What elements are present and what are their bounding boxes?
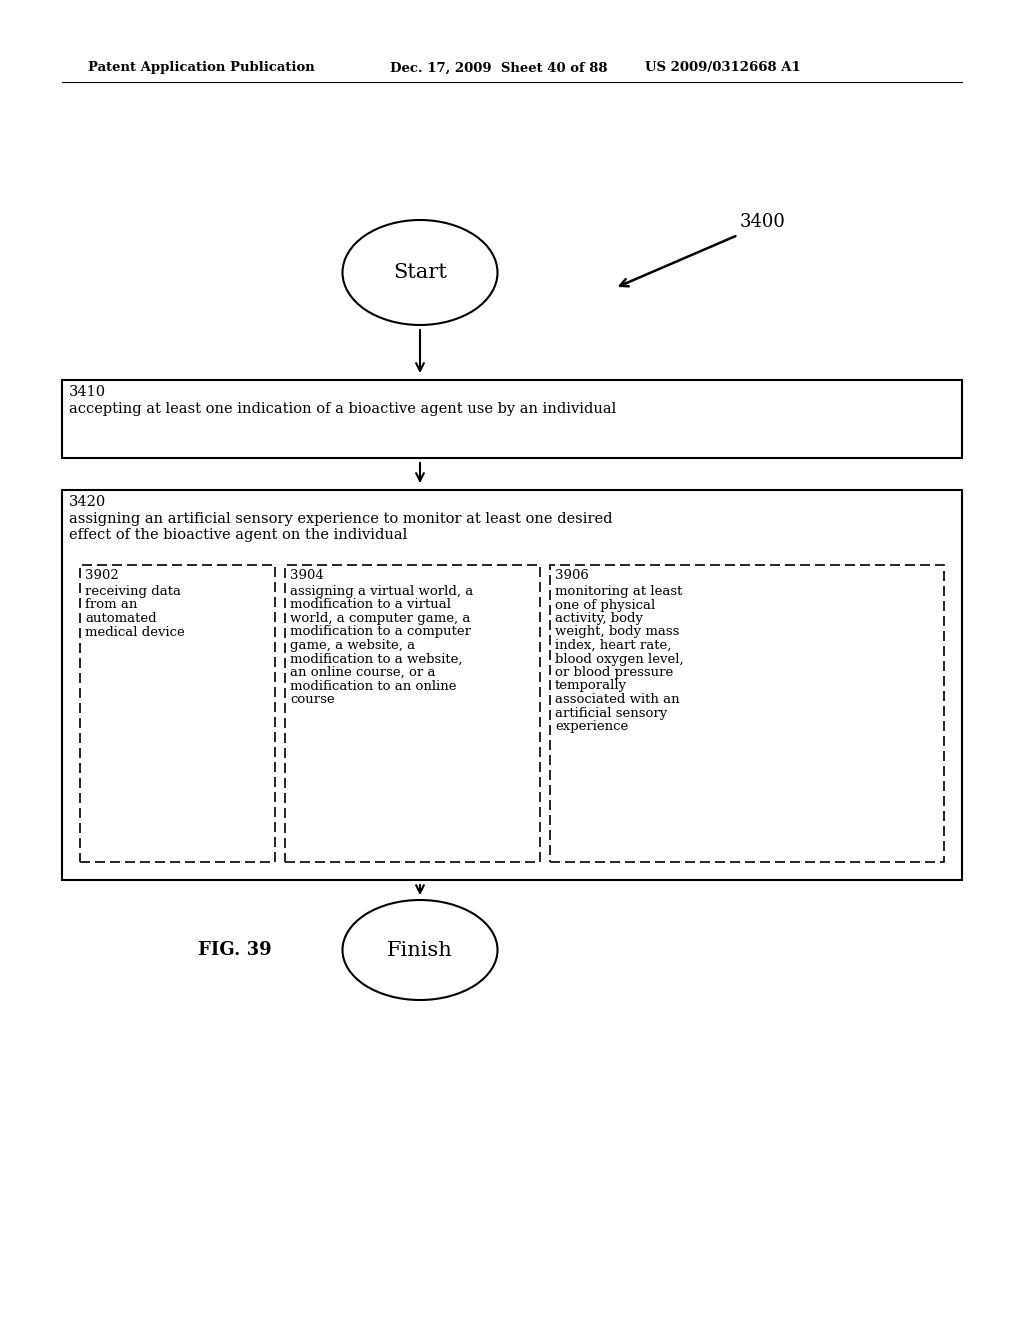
Text: 3904: 3904 — [290, 569, 324, 582]
Text: course: course — [290, 693, 335, 706]
Text: from an: from an — [85, 598, 137, 611]
Text: modification to a virtual: modification to a virtual — [290, 598, 451, 611]
Text: blood oxygen level,: blood oxygen level, — [555, 652, 684, 665]
Text: receiving data: receiving data — [85, 585, 181, 598]
Text: game, a website, a: game, a website, a — [290, 639, 415, 652]
Text: Dec. 17, 2009  Sheet 40 of 88: Dec. 17, 2009 Sheet 40 of 88 — [390, 62, 607, 74]
Bar — [550, 565, 944, 862]
Bar — [80, 565, 275, 862]
Text: associated with an: associated with an — [555, 693, 680, 706]
Text: US 2009/0312668 A1: US 2009/0312668 A1 — [645, 62, 801, 74]
Text: world, a computer game, a: world, a computer game, a — [290, 612, 470, 624]
Text: artificial sensory: artificial sensory — [555, 706, 668, 719]
Text: modification to an online: modification to an online — [290, 680, 457, 693]
Text: monitoring at least: monitoring at least — [555, 585, 682, 598]
Text: 3906: 3906 — [555, 569, 589, 582]
Text: automated: automated — [85, 612, 157, 624]
Text: temporally: temporally — [555, 680, 627, 693]
Text: an online course, or a: an online course, or a — [290, 667, 435, 678]
Bar — [62, 490, 962, 880]
Text: weight, body mass: weight, body mass — [555, 626, 679, 639]
Text: modification to a website,: modification to a website, — [290, 652, 463, 665]
Text: 3420: 3420 — [69, 495, 106, 510]
Bar — [62, 380, 962, 458]
Text: modification to a computer: modification to a computer — [290, 626, 471, 639]
Text: assigning an artificial sensory experience to monitor at least one desired: assigning an artificial sensory experien… — [69, 512, 612, 525]
Text: accepting at least one indication of a bioactive agent use by an individual: accepting at least one indication of a b… — [69, 403, 616, 416]
Text: 3902: 3902 — [85, 569, 119, 582]
Text: Finish: Finish — [387, 940, 453, 960]
Text: index, heart rate,: index, heart rate, — [555, 639, 672, 652]
Text: Start: Start — [393, 263, 446, 282]
Text: activity, body: activity, body — [555, 612, 643, 624]
Text: experience: experience — [555, 719, 629, 733]
Text: Patent Application Publication: Patent Application Publication — [88, 62, 314, 74]
Text: or blood pressure: or blood pressure — [555, 667, 673, 678]
Bar — [285, 565, 540, 862]
Text: 3410: 3410 — [69, 385, 106, 399]
Text: 3400: 3400 — [740, 213, 785, 231]
Text: FIG. 39: FIG. 39 — [199, 941, 271, 960]
Text: assigning a virtual world, a: assigning a virtual world, a — [290, 585, 473, 598]
Text: medical device: medical device — [85, 626, 184, 639]
Text: one of physical: one of physical — [555, 598, 655, 611]
Text: effect of the bioactive agent on the individual: effect of the bioactive agent on the ind… — [69, 528, 408, 543]
